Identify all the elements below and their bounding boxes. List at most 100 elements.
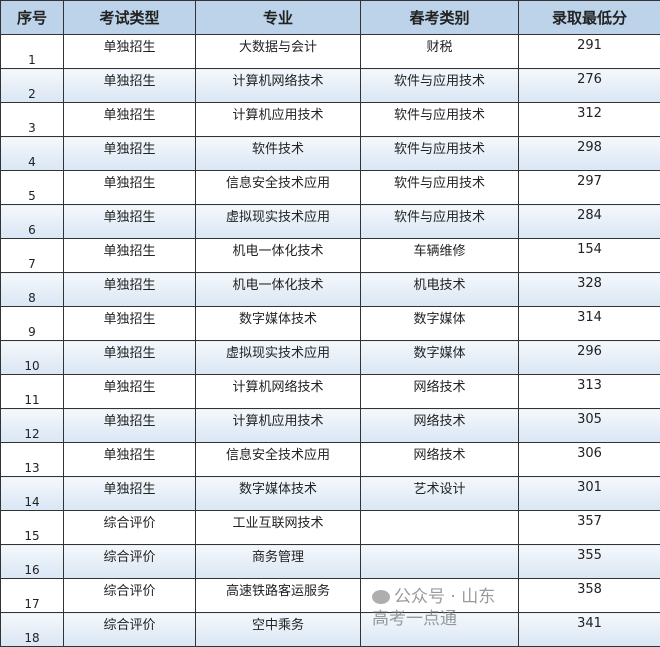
col-index-cell: 6 bbox=[1, 205, 64, 239]
col-spring-category-cell: 数字媒体 bbox=[361, 307, 519, 341]
cell-text: 软件与应用技术 bbox=[394, 74, 485, 89]
col-exam-type-cell: 单独招生 bbox=[64, 137, 196, 171]
cell-text: 328 bbox=[577, 276, 602, 291]
cell-text: 财税 bbox=[426, 40, 452, 55]
col-exam-type-cell: 单独招生 bbox=[64, 477, 196, 511]
table-row: 5 单独招生 信息安全技术应用 软件与应用技术 297 bbox=[1, 171, 660, 205]
cell-text: 4 bbox=[1, 155, 63, 170]
wechat-icon bbox=[372, 590, 390, 604]
cell-text: 17 bbox=[1, 597, 63, 612]
cell-text: 306 bbox=[577, 446, 602, 461]
col-min-score-cell: 284 bbox=[519, 205, 660, 239]
col-index-cell: 12 bbox=[1, 409, 64, 443]
cell-text: 284 bbox=[577, 208, 602, 223]
col-spring-category-cell: 机电技术 bbox=[361, 273, 519, 307]
cell-text: 计算机应用技术 bbox=[232, 414, 323, 429]
cell-text: 虚拟现实技术应用 bbox=[226, 210, 330, 225]
col-exam-type-cell: 单独招生 bbox=[64, 443, 196, 477]
cell-text: 8 bbox=[1, 291, 63, 306]
cell-text: 数字媒体技术 bbox=[239, 482, 317, 497]
col-spring-category-cell: 财税 bbox=[361, 35, 519, 69]
col-spring-category-cell: 网络技术 bbox=[361, 443, 519, 477]
col-major-cell: 虚拟现实技术应用 bbox=[196, 341, 361, 375]
col-min-score-cell: 276 bbox=[519, 69, 660, 103]
cell-text: 5 bbox=[1, 189, 63, 204]
col-exam-type-cell: 综合评价 bbox=[64, 511, 196, 545]
col-major-cell: 信息安全技术应用 bbox=[196, 171, 361, 205]
col-spring-category-cell: 软件与应用技术 bbox=[361, 205, 519, 239]
col-min-score-cell: 301 bbox=[519, 477, 660, 511]
col-exam-type-cell: 单独招生 bbox=[64, 239, 196, 273]
col-index-cell: 8 bbox=[1, 273, 64, 307]
cell-text: 358 bbox=[577, 582, 602, 597]
col-spring-category-cell: 艺术设计 bbox=[361, 477, 519, 511]
cell-text: 网络技术 bbox=[413, 448, 465, 463]
cell-text: 软件与应用技术 bbox=[394, 176, 485, 191]
col-major-cell: 计算机应用技术 bbox=[196, 409, 361, 443]
col-spring-category-cell bbox=[361, 545, 519, 579]
cell-text: 软件与应用技术 bbox=[394, 210, 485, 225]
col-exam-type-cell: 单独招生 bbox=[64, 341, 196, 375]
col-min-score-cell: 305 bbox=[519, 409, 660, 443]
col-major-cell: 计算机应用技术 bbox=[196, 103, 361, 137]
cell-text: 单独招生 bbox=[103, 244, 155, 259]
col-exam-type-cell: 综合评价 bbox=[64, 613, 196, 647]
cell-text: 单独招生 bbox=[103, 448, 155, 463]
col-index-cell: 5 bbox=[1, 171, 64, 205]
col-index-cell: 15 bbox=[1, 511, 64, 545]
cell-text: 综合评价 bbox=[103, 516, 155, 531]
col-min-score-cell: 291 bbox=[519, 35, 660, 69]
cell-text: 301 bbox=[577, 480, 602, 495]
cell-text: 虚拟现实技术应用 bbox=[226, 346, 330, 361]
col-spring-category-cell: 软件与应用技术 bbox=[361, 69, 519, 103]
cell-text: 313 bbox=[577, 378, 602, 393]
col-major-cell: 软件技术 bbox=[196, 137, 361, 171]
cell-text: 单独招生 bbox=[103, 176, 155, 191]
col-index-cell: 14 bbox=[1, 477, 64, 511]
cell-text: 6 bbox=[1, 223, 63, 238]
cell-text: 276 bbox=[577, 72, 602, 87]
col-min-score-cell: 154 bbox=[519, 239, 660, 273]
header-col-exam-type: 考试类型 bbox=[64, 1, 196, 35]
col-min-score-cell: 298 bbox=[519, 137, 660, 171]
cell-text: 艺术设计 bbox=[413, 482, 465, 497]
cell-text: 单独招生 bbox=[103, 108, 155, 123]
cell-text: 314 bbox=[577, 310, 602, 325]
col-min-score-cell: 297 bbox=[519, 171, 660, 205]
col-spring-category-cell: 软件与应用技术 bbox=[361, 137, 519, 171]
col-major-cell: 机电一体化技术 bbox=[196, 239, 361, 273]
col-major-cell: 大数据与会计 bbox=[196, 35, 361, 69]
cell-text: 18 bbox=[1, 631, 63, 646]
col-min-score-cell: 355 bbox=[519, 545, 660, 579]
cell-text: 商务管理 bbox=[252, 550, 304, 565]
cell-text: 信息安全技术应用 bbox=[226, 176, 330, 191]
cell-text: 312 bbox=[577, 106, 602, 121]
cell-text: 机电一体化技术 bbox=[232, 278, 323, 293]
cell-text: 空中乘务 bbox=[252, 618, 304, 633]
col-exam-type-cell: 单独招生 bbox=[64, 375, 196, 409]
col-index-cell: 13 bbox=[1, 443, 64, 477]
cell-text: 信息安全技术应用 bbox=[226, 448, 330, 463]
cell-text: 软件与应用技术 bbox=[394, 108, 485, 123]
col-exam-type-cell: 单独招生 bbox=[64, 273, 196, 307]
col-min-score-cell: 313 bbox=[519, 375, 660, 409]
cell-text: 单独招生 bbox=[103, 380, 155, 395]
col-major-cell: 数字媒体技术 bbox=[196, 307, 361, 341]
cell-text: 296 bbox=[577, 344, 602, 359]
cell-text: 综合评价 bbox=[103, 550, 155, 565]
cell-text: 单独招生 bbox=[103, 210, 155, 225]
col-exam-type-cell: 单独招生 bbox=[64, 409, 196, 443]
col-major-cell: 商务管理 bbox=[196, 545, 361, 579]
cell-text: 机电技术 bbox=[413, 278, 465, 293]
col-spring-category-cell: 软件与应用技术 bbox=[361, 171, 519, 205]
cell-text: 综合评价 bbox=[103, 584, 155, 599]
col-spring-category-cell bbox=[361, 511, 519, 545]
col-min-score-cell: 328 bbox=[519, 273, 660, 307]
cell-text: 2 bbox=[1, 87, 63, 102]
cell-text: 网络技术 bbox=[413, 380, 465, 395]
